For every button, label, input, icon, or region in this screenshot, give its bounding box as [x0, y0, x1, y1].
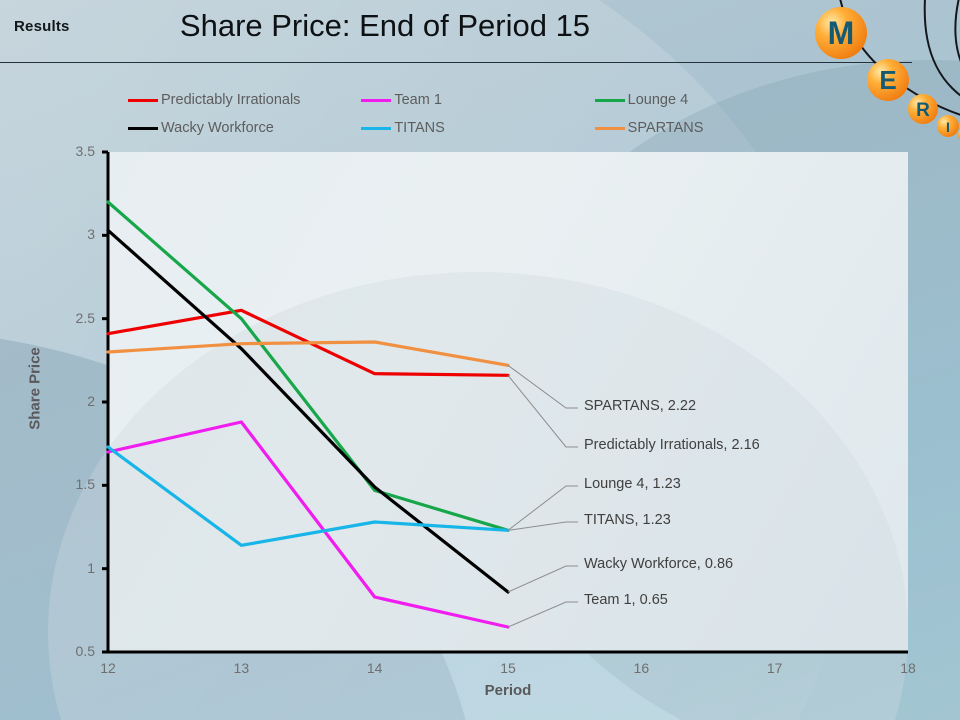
annotation-label: TITANS, 1.23: [584, 512, 671, 528]
legend-label: SPARTANS: [627, 120, 704, 136]
series-line-lounge-4: [106, 200, 510, 532]
legend-label: TITANS: [394, 120, 445, 136]
x-tick-label: 14: [366, 660, 383, 676]
legend-item-lounge-4[interactable]: Lounge 4: [594, 92, 828, 108]
legend-swatch-icon: [361, 98, 392, 102]
annotation-label: Lounge 4, 1.23: [584, 476, 681, 492]
logo-letter-r: R: [916, 100, 930, 121]
legend-label: Predictably Irrationals: [161, 92, 301, 108]
x-tick-label: 17: [766, 660, 783, 676]
y-tick-label: 0.5: [75, 643, 95, 659]
chart-legend: Predictably Irrationals Team 1 Lounge 4 …: [128, 86, 828, 142]
leader-line: [507, 521, 578, 531]
annotation-label: SPARTANS, 2.22: [584, 398, 697, 414]
legend-label: Lounge 4: [627, 92, 689, 108]
legend-item-spartans[interactable]: SPARTANS: [594, 120, 828, 136]
legend-swatch-icon: [128, 126, 158, 130]
leader-line: [507, 375, 578, 448]
legend-label: Wacky Workforce: [161, 120, 274, 136]
annotation-label: Team 1, 0.65: [584, 592, 668, 608]
legend-item-predictably-irrationals[interactable]: Predictably Irrationals: [128, 92, 361, 108]
leader-line: [507, 485, 578, 531]
legend-swatch-icon: [128, 98, 158, 102]
legend-swatch-icon: [361, 126, 392, 130]
logo-letter-i: I: [946, 119, 950, 135]
logo-letter-e: E: [879, 65, 896, 95]
legend-row-1: Predictably Irrationals Team 1 Lounge 4: [128, 86, 828, 114]
legend-item-titans[interactable]: TITANS: [361, 120, 594, 136]
x-tick-label: 18: [900, 660, 916, 676]
leader-line: [507, 364, 578, 409]
y-tick-label: 1.5: [75, 476, 95, 493]
legend-swatch-icon: [594, 126, 625, 130]
leader-line: [507, 565, 578, 593]
series-line-wacky-workforce: [106, 228, 510, 594]
x-tick-label: 13: [233, 660, 250, 676]
leader-line: [507, 601, 578, 628]
series-line-titans: [106, 445, 510, 547]
legend-item-wacky-workforce[interactable]: Wacky Workforce: [128, 120, 361, 136]
y-tick-label: 2.5: [75, 309, 95, 326]
annotation-label: Wacky Workforce, 0.86: [584, 556, 734, 572]
page-title: Share Price: End of Period 15: [179, 8, 591, 43]
y-tick-label: 1: [87, 559, 95, 576]
y-tick-label: 3: [87, 226, 95, 243]
x-axis-title: Period: [484, 682, 532, 699]
legend-item-team-1[interactable]: Team 1: [361, 92, 594, 108]
plot-area: [48, 152, 908, 720]
x-tick-label: 16: [633, 660, 650, 676]
legend-row-2: Wacky Workforce TITANS SPARTANS: [128, 114, 828, 142]
y-tick-label: 3.5: [75, 143, 95, 159]
series-line-spartans: [106, 340, 510, 367]
legend-label: Team 1: [394, 92, 442, 108]
legend-swatch-icon: [594, 98, 625, 102]
merit-logo: M E R I T: [815, 0, 960, 141]
series-line-team-1: [106, 420, 510, 629]
section-label: Results: [14, 18, 70, 35]
x-tick-label: 12: [100, 660, 116, 676]
x-tick-label: 15: [500, 660, 516, 676]
header-divider: [0, 62, 912, 63]
y-axis-title: Share Price: [26, 347, 44, 430]
annotation-label: Predictably Irrationals, 2.16: [584, 437, 760, 453]
y-tick-label: 2: [87, 393, 95, 409]
logo-letter-m: M: [828, 15, 855, 51]
